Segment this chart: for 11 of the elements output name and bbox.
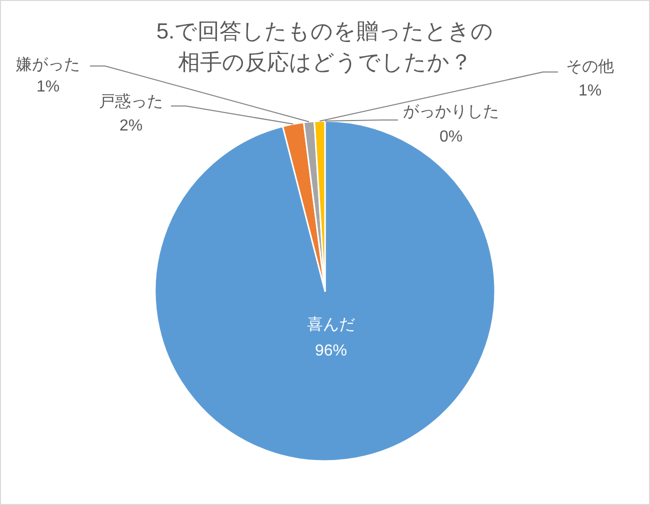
slice-label: 戸惑った (99, 94, 163, 110)
data-label: 1% (578, 82, 602, 100)
data-label: 0% (439, 128, 463, 146)
slice-label: がっかりした (403, 104, 499, 120)
data-label: 1% (36, 78, 60, 96)
slice-label: 喜んだ (306, 316, 355, 334)
data-label: 2% (119, 118, 143, 134)
slice-label: その他 (566, 58, 614, 76)
slice-label: 嫌がった (16, 56, 80, 74)
data-label: 96% (314, 342, 347, 360)
title: 5.で回答したものを贈ったときの相手の反応はどうでしたか？ (156, 18, 494, 74)
